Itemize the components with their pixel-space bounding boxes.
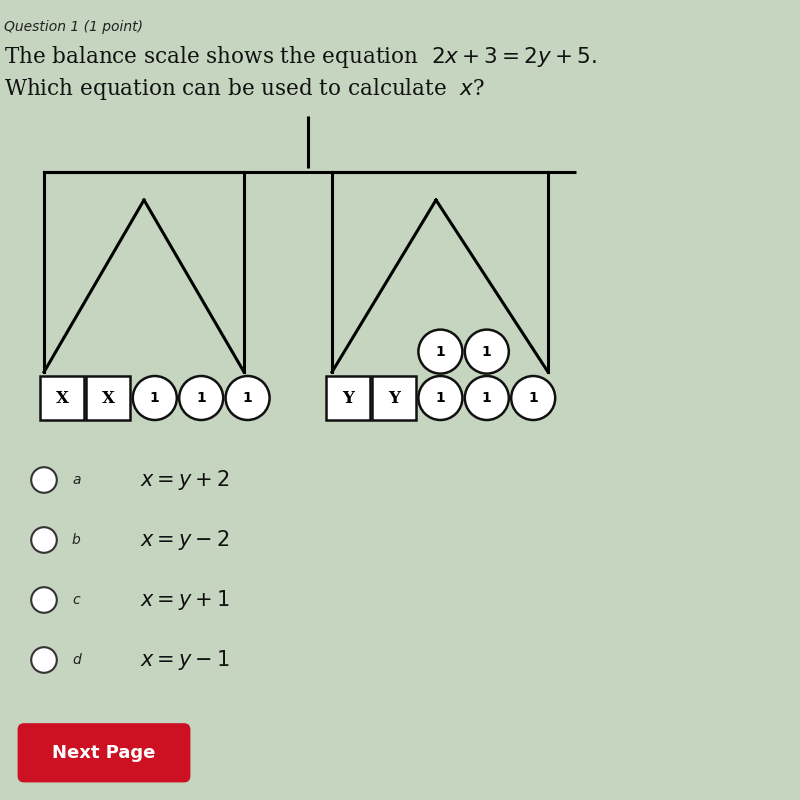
Text: $x = y + 2$: $x = y + 2$ <box>140 468 230 492</box>
Text: Which equation can be used to calculate  $x$?: Which equation can be used to calculate … <box>4 76 485 102</box>
Text: 1: 1 <box>482 391 492 405</box>
Text: 1: 1 <box>482 345 492 358</box>
Text: 1: 1 <box>242 391 253 405</box>
Text: 1: 1 <box>528 391 538 405</box>
Text: $x = y - 1$: $x = y - 1$ <box>140 648 230 672</box>
Bar <box>86 376 130 420</box>
Circle shape <box>418 330 462 374</box>
Text: 1: 1 <box>150 391 160 405</box>
Circle shape <box>31 587 57 613</box>
Circle shape <box>31 527 57 553</box>
Circle shape <box>465 376 509 420</box>
Circle shape <box>179 376 223 420</box>
Text: $x = y + 1$: $x = y + 1$ <box>140 588 230 612</box>
Text: a: a <box>72 473 81 487</box>
Text: 1: 1 <box>435 345 446 358</box>
Bar <box>372 376 416 420</box>
Text: Question 1 (1 point): Question 1 (1 point) <box>4 20 143 34</box>
Text: d: d <box>72 653 81 667</box>
Text: Y: Y <box>342 390 354 406</box>
FancyBboxPatch shape <box>18 723 190 782</box>
Circle shape <box>418 376 462 420</box>
Bar <box>326 376 370 420</box>
Circle shape <box>31 647 57 673</box>
Circle shape <box>133 376 177 420</box>
Text: $x = y - 2$: $x = y - 2$ <box>140 528 230 552</box>
Text: Y: Y <box>388 390 400 406</box>
Circle shape <box>31 467 57 493</box>
Circle shape <box>226 376 270 420</box>
Text: b: b <box>72 533 81 547</box>
Text: X: X <box>102 390 115 406</box>
Text: X: X <box>55 390 69 406</box>
Text: 1: 1 <box>196 391 206 405</box>
Circle shape <box>465 330 509 374</box>
Circle shape <box>511 376 555 420</box>
Text: c: c <box>72 593 80 607</box>
Bar <box>40 376 84 420</box>
Text: The balance scale shows the equation  $2x + 3 = 2y + 5.$: The balance scale shows the equation $2x… <box>4 44 597 70</box>
Text: Next Page: Next Page <box>52 744 156 762</box>
Text: 1: 1 <box>435 391 446 405</box>
